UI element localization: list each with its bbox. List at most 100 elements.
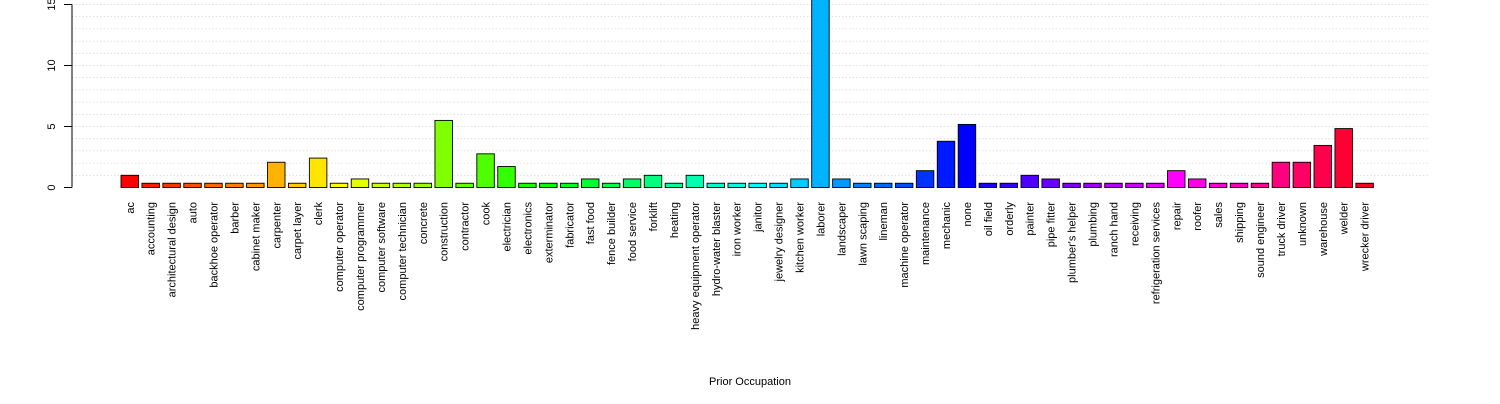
bar [748, 182, 767, 188]
x-tick-label: fabricator [564, 202, 576, 248]
bar [1355, 182, 1374, 188]
bar [392, 182, 412, 188]
x-tick-label: concrete [418, 202, 430, 244]
x-tick-label: orderly [1004, 202, 1016, 236]
x-tick-label: cook [481, 202, 493, 226]
x-tick-label: cabinet maker [250, 202, 262, 271]
x-tick-labels: ac accounting architectural design auto back… [125, 202, 1372, 330]
bar [601, 182, 621, 188]
x-tick-label: refrigeration services [1150, 202, 1162, 305]
x-tick-label: receiving [1129, 202, 1141, 246]
x-tick-label: plumbing [1088, 202, 1100, 247]
x-tick-label: laborer [815, 202, 827, 237]
x-tick-label: jewelry designer [774, 202, 786, 283]
bar [853, 182, 872, 188]
bar [915, 170, 935, 188]
gridlines [72, 4, 1428, 176]
bar [1062, 182, 1081, 188]
x-tick-label: ranch hand [1108, 202, 1120, 257]
x-axis-title: Prior Occupation [709, 376, 791, 388]
bar [287, 182, 307, 188]
bar [999, 182, 1019, 188]
bar [413, 182, 432, 188]
x-tick-label: forklift [648, 202, 660, 231]
x-tick-label: lineman [878, 202, 890, 241]
x-tick-label: backhoe operator [208, 202, 220, 288]
x-tick-label: computer programmer [355, 202, 367, 311]
x-tick-label: warehouse [1318, 202, 1330, 257]
x-tick-label: welder [1339, 202, 1351, 236]
bar [1020, 174, 1039, 188]
x-tick-label: none [962, 202, 974, 226]
x-tick-label: accounting [146, 202, 158, 255]
x-tick-label: painter [1025, 202, 1037, 236]
x-tick-label: sound engineer [1255, 202, 1267, 278]
x-tick-label: food service [627, 202, 639, 261]
x-tick-label: computer operator [334, 202, 346, 292]
bar [476, 153, 495, 188]
x-tick-label: wrecker driver [1360, 202, 1372, 272]
bar [518, 182, 537, 188]
bar [162, 182, 181, 188]
x-tick-label: architectural design [167, 202, 179, 297]
x-tick-label: pipe fitter [1046, 202, 1058, 248]
x-tick-label: landscaper [836, 202, 848, 256]
bar [267, 161, 286, 188]
bars [120, 0, 1374, 188]
bar [685, 174, 705, 188]
bar [1208, 182, 1228, 188]
x-tick-label: truck driver [1276, 202, 1288, 257]
x-tick-label: clerk [313, 202, 325, 226]
x-tick-label: oil field [983, 202, 995, 236]
bar [455, 182, 474, 188]
x-tick-label: computer software [376, 202, 388, 292]
x-tick-label: heavy equipment operator [690, 202, 702, 330]
x-tick-label: fence builder [606, 202, 618, 265]
bar [204, 182, 223, 188]
bar [539, 182, 558, 188]
x-tick-label: electronics [522, 202, 534, 255]
x-tick-label: barber [229, 202, 241, 234]
y-tick-label: 0 [46, 184, 58, 190]
bar [811, 0, 830, 188]
x-tick-label: iron worker [732, 202, 744, 257]
bar [957, 123, 977, 188]
bar [622, 178, 642, 188]
y-axis: 0 5 10 15 [46, 0, 73, 191]
x-tick-label: kitchen worker [795, 202, 807, 273]
bar [1104, 182, 1123, 188]
bar [371, 182, 391, 188]
bar [978, 182, 998, 188]
bar [329, 182, 349, 188]
x-tick-label: janitor [753, 202, 765, 233]
x-tick-label: exterminator [543, 202, 555, 263]
bar [727, 182, 746, 188]
bar [1334, 128, 1353, 188]
bar [894, 182, 914, 188]
bar [790, 178, 809, 188]
x-tick-label: contractor [460, 202, 472, 251]
bar [1292, 161, 1312, 188]
y-tick-label: 15 [46, 0, 58, 11]
x-tick-label: fast food [585, 202, 597, 244]
x-tick-label: plumber's helper [1067, 202, 1079, 283]
bar [560, 182, 579, 188]
x-tick-label: sales [1213, 202, 1225, 228]
x-tick-label: repair [1171, 202, 1183, 230]
y-tick-label: 10 [46, 59, 58, 71]
x-tick-label: mechanic [941, 202, 953, 250]
bar [308, 157, 328, 188]
bar [1313, 144, 1332, 188]
x-tick-label: roofer [1192, 202, 1204, 231]
x-tick-label: auto [188, 202, 200, 223]
bar [874, 182, 893, 188]
bar [1146, 182, 1165, 188]
x-tick-label: carpet layer [292, 202, 304, 260]
bar [434, 119, 453, 188]
bar [1041, 178, 1060, 188]
x-tick-label: carpenter [271, 202, 283, 249]
bar [1229, 182, 1249, 188]
bar [664, 182, 684, 188]
x-tick-label: hydro-water blaster [711, 202, 723, 296]
